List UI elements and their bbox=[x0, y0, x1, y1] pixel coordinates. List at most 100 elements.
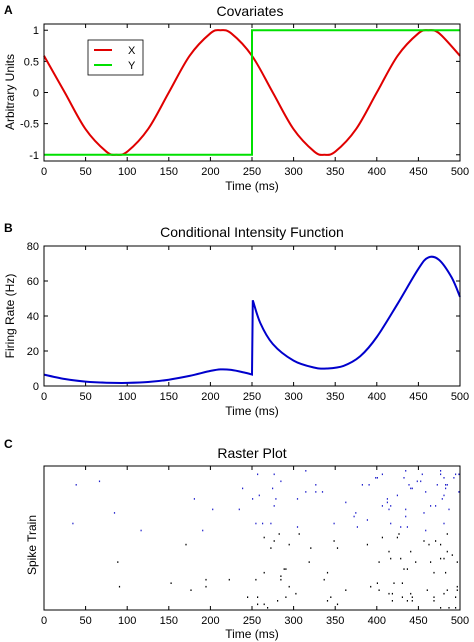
spike-mark bbox=[443, 557, 445, 560]
spike-mark bbox=[353, 515, 355, 518]
spike-mark bbox=[445, 484, 447, 486]
x-tick-label: 300 bbox=[284, 615, 302, 627]
spike-mark bbox=[441, 498, 443, 500]
spike-mark bbox=[403, 477, 405, 479]
x-tick-label: 0 bbox=[41, 391, 47, 403]
spike-mark bbox=[263, 536, 265, 539]
panel-b: B Conditional Intensity Function 0 50 100 1… bbox=[3, 221, 469, 418]
x-tick-label: 450 bbox=[409, 166, 427, 178]
x-tick-label: 150 bbox=[160, 615, 178, 627]
spike-mark bbox=[388, 508, 390, 511]
spike-mark bbox=[255, 578, 257, 581]
x-tick-label: 300 bbox=[284, 166, 302, 178]
x-tick-label: 400 bbox=[368, 166, 386, 178]
x-tick-label: 150 bbox=[160, 166, 178, 178]
y-tick-label: 0 bbox=[33, 88, 39, 100]
spike-mark bbox=[288, 585, 290, 588]
spike-mark bbox=[272, 487, 274, 490]
spike-mark bbox=[280, 480, 282, 483]
legend-label-x: X bbox=[128, 45, 136, 57]
spike-mark bbox=[298, 533, 300, 535]
spike-mark bbox=[400, 526, 402, 528]
spike-mark bbox=[368, 484, 370, 486]
spike-mark bbox=[336, 603, 339, 606]
spike-mark bbox=[440, 470, 442, 472]
spike-mark bbox=[456, 585, 458, 588]
spike-mark bbox=[305, 491, 307, 493]
spike-mark bbox=[448, 607, 450, 609]
y-tick-label: 20 bbox=[27, 346, 39, 358]
spike-mark bbox=[455, 607, 457, 609]
spike-mark bbox=[403, 568, 405, 570]
spike-mark bbox=[405, 515, 407, 518]
spike-mark bbox=[326, 600, 329, 602]
spike-mark bbox=[277, 600, 279, 602]
spike-mark bbox=[205, 585, 207, 588]
chart-title-a: Covariates bbox=[217, 3, 284, 19]
spike-mark bbox=[433, 596, 435, 598]
ticks-b: 0 50 100 150 200 250 300 350 400 450 500 0 20 40 60 80 bbox=[27, 241, 469, 403]
y-tick-label: 80 bbox=[27, 241, 39, 253]
x-tick-label: 400 bbox=[368, 391, 386, 403]
chart-title-b: Conditional Intensity Function bbox=[160, 224, 344, 240]
y-axis-label-b: Firing Rate (Hz) bbox=[3, 274, 17, 359]
y-tick-label: 60 bbox=[27, 276, 39, 288]
x-tick-label: 0 bbox=[41, 615, 47, 627]
series-b bbox=[43, 255, 461, 384]
ticks-a: 0 50 100 150 200 250 300 350 400 450 500 -1 -0.5 0 0.5… bbox=[20, 24, 469, 178]
y-tick-label: -1 bbox=[29, 150, 39, 162]
spike-mark bbox=[433, 600, 435, 602]
panel-letter-c: C bbox=[4, 437, 13, 451]
x-tick-label: 100 bbox=[118, 615, 136, 627]
spike-mark bbox=[390, 505, 392, 507]
spike-mark bbox=[378, 561, 380, 563]
spike-mark bbox=[410, 592, 412, 595]
spike-mark bbox=[263, 603, 265, 606]
spike-mark bbox=[390, 557, 392, 560]
spike-mark bbox=[446, 550, 448, 553]
spike-mark bbox=[425, 529, 427, 532]
spike-mark bbox=[446, 533, 448, 535]
spike-mark bbox=[258, 494, 260, 497]
y-tick-label: 40 bbox=[27, 311, 39, 323]
spike-mark bbox=[386, 501, 388, 504]
spike-mark bbox=[315, 491, 317, 493]
spike-mark bbox=[458, 491, 460, 493]
spike-mark bbox=[443, 477, 445, 479]
x-tick-label: 350 bbox=[326, 391, 344, 403]
spike-mark bbox=[410, 550, 412, 553]
y-tick-label: 0.5 bbox=[24, 56, 39, 68]
spike-mark bbox=[375, 477, 377, 479]
spike-mark bbox=[280, 575, 282, 577]
spike-mark bbox=[443, 494, 445, 497]
axes-frame-c bbox=[43, 465, 461, 611]
spike-mark bbox=[440, 543, 442, 546]
spike-mark bbox=[376, 477, 378, 479]
y-axis-label-c: Spike Train bbox=[25, 515, 39, 575]
spike-mark bbox=[415, 561, 417, 563]
spike-mark bbox=[456, 561, 458, 563]
x-tick-label: 250 bbox=[243, 615, 261, 627]
legend-label-y: Y bbox=[128, 60, 136, 72]
spike-mark bbox=[425, 491, 427, 493]
x-tick-label: 450 bbox=[409, 391, 427, 403]
spike-mark bbox=[428, 543, 430, 546]
spike-mark bbox=[202, 529, 204, 532]
spike-mark bbox=[273, 540, 275, 542]
spike-mark bbox=[356, 526, 358, 528]
x-tick-label: 300 bbox=[284, 391, 302, 403]
x-tick-label: 200 bbox=[201, 166, 219, 178]
spike-mark bbox=[270, 522, 272, 525]
x-tick-label: 500 bbox=[451, 391, 469, 403]
spike-mark bbox=[355, 512, 357, 514]
x-tick-label: 50 bbox=[79, 391, 91, 403]
spike-mark bbox=[453, 477, 455, 479]
spike-mark bbox=[443, 522, 445, 525]
spike-mark bbox=[378, 589, 380, 591]
legend-a: X Y bbox=[87, 39, 144, 76]
spike-mark bbox=[405, 508, 407, 511]
spike-mark bbox=[370, 585, 372, 588]
spike-mark bbox=[408, 484, 410, 486]
spike-mark bbox=[238, 508, 240, 511]
